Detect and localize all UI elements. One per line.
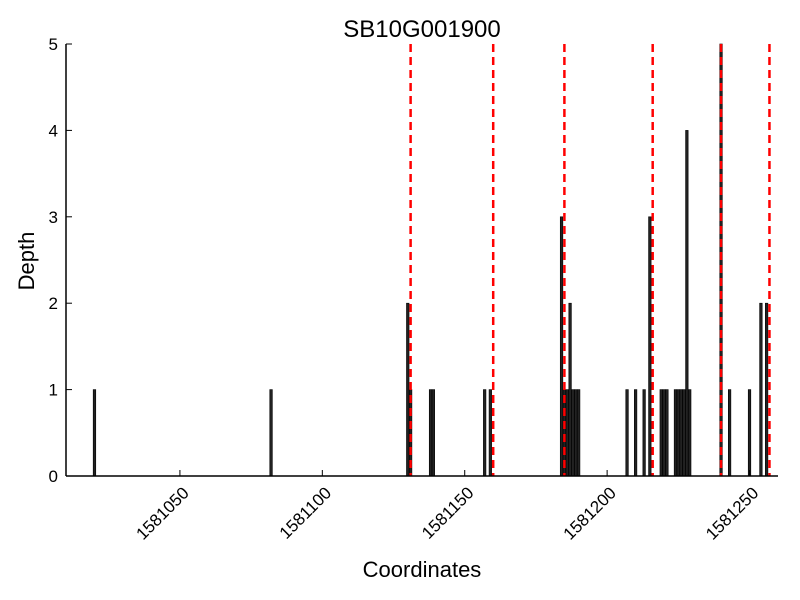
depth-bar (625, 389, 629, 477)
depth-bar (642, 389, 646, 477)
depth-bar (565, 389, 569, 477)
depth-bar (488, 389, 492, 477)
x-tick-label: 1581100 (276, 483, 335, 542)
depth-bar (559, 216, 564, 477)
depth-bar (406, 302, 410, 477)
plot-area: 0 1 2 3 4 5 1581050 1581100 1581150 1581200 158125… (49, 35, 778, 544)
y-tick-label: 1 (49, 381, 58, 400)
depth-bar (483, 389, 487, 477)
depth-bar (269, 389, 273, 477)
y-tick-label: 3 (49, 208, 58, 227)
x-tick-label: 1581050 (133, 483, 193, 543)
y-tick-label: 0 (49, 467, 58, 486)
depth-bar (431, 389, 435, 477)
depth-bar (662, 389, 666, 477)
depth-bar (577, 389, 581, 477)
depth-bar (571, 389, 575, 477)
depth-bar (648, 216, 652, 477)
depth-bar (665, 389, 669, 477)
depth-bar (676, 389, 680, 477)
depth-bar (574, 389, 578, 477)
y-tick-label: 2 (49, 294, 58, 313)
depth-bar (673, 389, 678, 477)
depth-bar (759, 302, 763, 477)
depth-bar (765, 302, 769, 477)
x-tick-label: 1581250 (702, 483, 762, 543)
chart-title: SB10G001900 (343, 16, 500, 43)
x-tick-label: 1581150 (418, 483, 477, 542)
y-tick-label: 5 (49, 35, 58, 54)
depth-bar (682, 389, 686, 477)
depth-bar (728, 389, 732, 477)
depth-bar (688, 389, 692, 477)
depth-bar (679, 389, 683, 477)
depth-bar (428, 389, 433, 477)
depth-bar (685, 130, 689, 477)
depth-bar (634, 389, 638, 477)
depth-bar (568, 302, 572, 477)
x-axis-label: Coordinates (363, 557, 482, 582)
depth-bar (92, 389, 97, 477)
depth-bar (659, 389, 663, 477)
depth-bar (747, 389, 752, 477)
y-tick-label: 4 (49, 121, 58, 140)
x-tick-label: 1581200 (560, 483, 620, 543)
y-axis-label: Depth (14, 232, 39, 291)
